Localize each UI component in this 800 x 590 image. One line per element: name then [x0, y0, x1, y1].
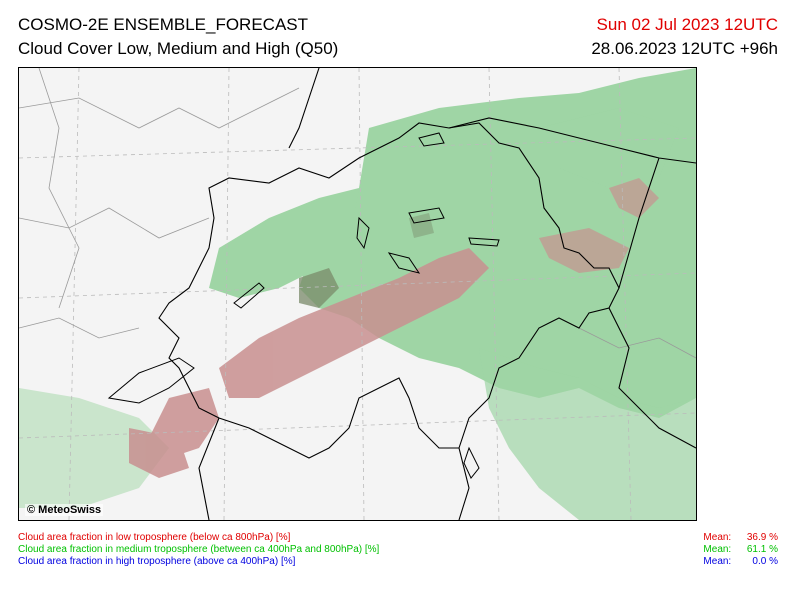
legend-medium-cloud: Cloud area fraction in medium tropospher…: [18, 544, 380, 555]
mean-low-label: Mean:: [703, 532, 732, 543]
mixed-cloud-field: [299, 213, 434, 308]
map-title: COSMO-2E ENSEMBLE_FORECAST: [18, 15, 309, 34]
regional-borders: [19, 68, 696, 359]
cloud-cover-map: © MeteoSwiss: [18, 67, 697, 521]
legend-low-cloud: Cloud area fraction in low troposphere (…: [18, 532, 291, 543]
country-borders: [158, 68, 696, 520]
map-canvas: [19, 68, 696, 520]
valid-time: Sun 02 Jul 2023 12UTC: [596, 15, 778, 34]
medium-cloud-field: [19, 68, 696, 520]
map-subtitle: Cloud Cover Low, Medium and High (Q50): [18, 39, 339, 58]
mean-medium-value: 61.1 %: [746, 544, 778, 555]
mean-values: Mean: 36.9 % Mean: 61.1 % Mean: 0.0 %: [693, 532, 778, 568]
mean-high-label: Mean:: [703, 556, 732, 567]
mean-high-cloud: Mean: 0.0 %: [693, 556, 778, 568]
grid-lines: [19, 68, 696, 520]
mean-low-value: 36.9 %: [746, 532, 778, 543]
mean-medium-label: Mean:: [703, 544, 732, 555]
legend: Cloud area fraction in low troposphere (…: [18, 532, 379, 568]
low-cloud-field: [129, 178, 659, 478]
mean-high-value: 0.0 %: [752, 556, 778, 567]
lakes: [107, 132, 500, 479]
run-time: 28.06.2023 12UTC +96h: [591, 39, 778, 58]
mean-medium-cloud: Mean: 61.1 %: [693, 544, 778, 556]
legend-high-cloud: Cloud area fraction in high troposphere …: [18, 556, 296, 567]
mean-low-cloud: Mean: 36.9 %: [693, 532, 778, 544]
copyright-label: © MeteoSwiss: [25, 504, 104, 516]
